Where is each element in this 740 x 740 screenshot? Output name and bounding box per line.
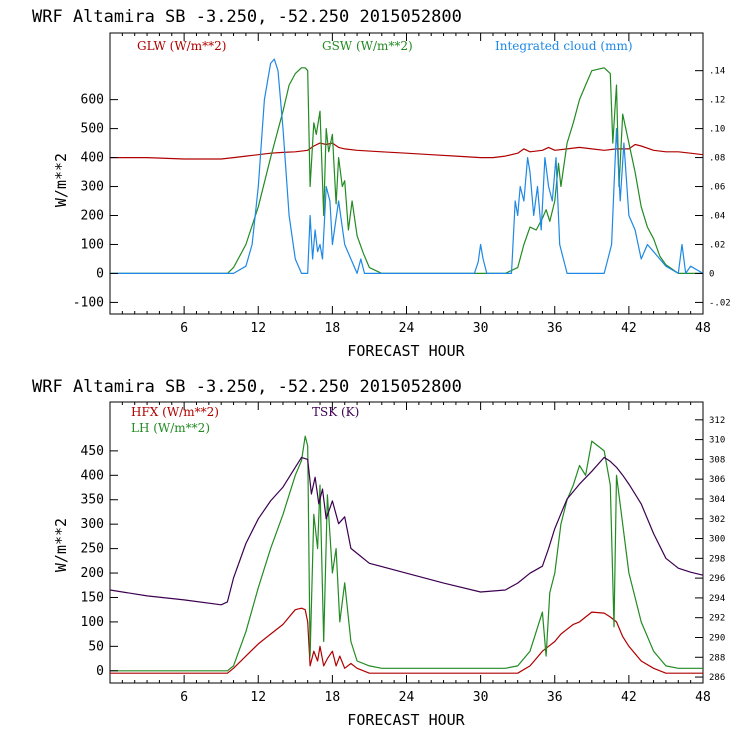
bottom-x-tick-label: 12 [250,690,266,705]
bottom-y2-tick-label: 288 [709,653,725,663]
top-x-tick-label: 42 [621,321,637,336]
top-y2-tick-label: 0 [709,269,714,279]
bottom-x-tick-label: 48 [695,690,711,705]
top-y-tick-label: 0 [96,266,104,281]
top-y-tick-label: -100 [73,295,104,310]
bottom-x-tick-label: 6 [180,690,188,705]
top-chart-title: WRF Altamira SB -3.250, -52.250 20150528… [32,7,462,27]
top-y2-tick-label: .06 [709,183,725,193]
top-x-tick-label: 36 [547,321,563,336]
top-series-integrated-cloud [110,58,704,274]
top-y2-tick-label: .02 [709,240,725,250]
top-y-axis-label: W/m**2 [52,153,70,207]
bottom-y2-tick-label: 308 [709,455,725,465]
bottom-y-tick-label: 150 [81,590,104,605]
bottom-y2-tick-label: 296 [709,574,725,584]
top-legend-glw: GLW (W/m**2) [137,39,226,53]
bottom-y-tick-label: 400 [81,468,104,483]
bottom-x-tick-label: 18 [325,690,341,705]
top-x-tick-label: 18 [325,321,341,336]
bottom-y-tick-label: 100 [81,615,104,630]
top-chart: WRF Altamira SB -3.250, -52.250 20150528… [32,7,731,360]
bottom-chart: WRF Altamira SB -3.250, -52.250 20150528… [32,377,725,729]
bottom-x-tick-label: 24 [399,690,415,705]
bottom-x-axis-label: FORECAST HOUR [347,711,465,729]
top-y-tick-label: 100 [81,237,104,252]
bottom-legend-hfx: HFX (W/m**2) [131,405,219,419]
top-y2-tick-label: .04 [709,212,725,222]
top-x-tick-label: 48 [695,321,711,336]
top-legend-gsw: GSW (W/m**2) [322,39,413,53]
bottom-legend-tsk: TSK (K) [312,405,359,419]
top-y2-tick-label: .10 [709,125,725,135]
bottom-y-tick-label: 250 [81,542,104,557]
bottom-x-tick-label: 42 [621,690,637,705]
bottom-y-tick-label: 450 [81,444,104,459]
bottom-y2-tick-label: 294 [709,594,725,604]
top-y2-tick-label: .14 [709,67,725,77]
bottom-y-tick-label: 0 [96,664,104,679]
top-x-tick-label: 30 [473,321,489,336]
bottom-y2-tick-label: 300 [709,535,725,545]
top-y2-tick-label: -.02 [709,298,731,308]
top-y2-tick-label: .12 [709,96,725,106]
bottom-y2-tick-label: 306 [709,475,725,485]
bottom-x-tick-label: 30 [473,690,489,705]
bottom-series-group [109,435,704,674]
bottom-y-tick-label: 200 [81,566,104,581]
top-series-glw [110,142,704,160]
bottom-series-tsk [109,456,704,606]
bottom-y-tick-label: 50 [88,639,104,654]
bottom-x-tick-label: 36 [547,690,563,705]
top-x-tick-label: 6 [180,321,188,336]
top-x-axis-label: FORECAST HOUR [347,342,465,360]
bottom-y-tick-label: 300 [81,517,104,532]
top-axes-group: 6 12 18 24 30 36 42 48 -100 0 100 200 300 400 500 600 -.… [73,33,731,336]
top-legend-cloud: Integrated cloud (mm) [495,39,633,53]
bottom-series-lh [110,435,703,672]
top-y-tick-label: 500 [81,122,104,137]
top-y-tick-label: 600 [81,93,104,108]
bottom-y2-tick-label: 304 [709,495,725,505]
top-y-tick-label: 400 [81,151,104,166]
top-series-group [110,58,704,274]
bottom-y2-tick-label: 286 [709,673,725,683]
bottom-y2-tick-label: 302 [709,515,725,525]
bottom-y-tick-label: 350 [81,493,104,508]
bottom-y2-tick-label: 298 [709,554,725,564]
top-x-tick-label: 12 [250,321,266,336]
bottom-y2-tick-label: 310 [709,436,725,446]
top-series-gsw [110,67,703,274]
bottom-legend-lh: LH (W/m**2) [131,421,210,435]
top-y-tick-label: 200 [81,209,104,224]
bottom-y-axis-label: W/m**2 [52,518,70,572]
bottom-y2-tick-label: 290 [709,633,725,643]
top-y2-tick-label: .08 [709,154,725,164]
bottom-y2-tick-label: 312 [709,416,725,426]
bottom-series-hfx [110,607,703,674]
bottom-chart-title: WRF Altamira SB -3.250, -52.250 20150528… [32,377,462,397]
bottom-y2-tick-label: 292 [709,614,725,624]
top-y-tick-label: 300 [81,180,104,195]
bottom-plot-frame [109,401,704,684]
bottom-axes-group: 6 12 18 24 30 36 42 48 0 50 100 150 200 250 300 350 400 4… [81,402,725,705]
top-x-tick-label: 24 [399,321,415,336]
